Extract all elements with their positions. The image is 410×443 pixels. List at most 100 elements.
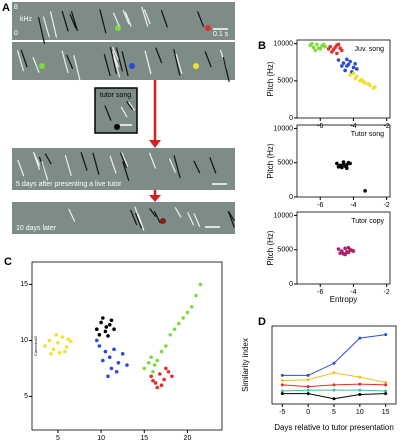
marker bbox=[384, 333, 388, 337]
point bbox=[155, 358, 160, 363]
point bbox=[343, 246, 347, 251]
point bbox=[151, 369, 155, 374]
point bbox=[56, 340, 60, 345]
syllable bbox=[66, 54, 74, 70]
syllable bbox=[128, 101, 136, 111]
point bbox=[341, 61, 346, 65]
plot-frame bbox=[271, 325, 397, 405]
point bbox=[366, 82, 371, 86]
point bbox=[336, 58, 341, 62]
syllable bbox=[227, 210, 235, 222]
point bbox=[351, 65, 356, 70]
syllable bbox=[112, 12, 120, 27]
syllable bbox=[121, 51, 129, 76]
x-tick-label: -4 bbox=[350, 123, 356, 130]
syllable bbox=[61, 50, 69, 74]
point bbox=[94, 327, 99, 332]
chart-title: Tutor song bbox=[351, 131, 384, 138]
syllable bbox=[134, 212, 143, 229]
chart-title: Juv. song bbox=[355, 46, 385, 53]
point bbox=[338, 251, 342, 255]
point bbox=[99, 320, 103, 325]
point bbox=[142, 366, 147, 371]
point bbox=[146, 361, 151, 365]
point bbox=[125, 363, 129, 367]
point bbox=[177, 321, 181, 326]
y-axis-label: Pitch (Hz) bbox=[266, 61, 275, 96]
point bbox=[109, 366, 114, 371]
panel-label: D bbox=[258, 316, 266, 328]
point bbox=[149, 355, 153, 360]
dot bbox=[115, 25, 121, 31]
syllable bbox=[173, 155, 181, 179]
point bbox=[152, 363, 157, 367]
marker bbox=[332, 361, 336, 365]
dot bbox=[39, 63, 45, 69]
y-axis-label: Canonical2 bbox=[33, 335, 38, 356]
spectrogram bbox=[12, 2, 235, 40]
point bbox=[348, 73, 352, 77]
syllable bbox=[134, 206, 142, 225]
arrow-head bbox=[149, 140, 161, 148]
tutor-label: tutor song bbox=[100, 92, 131, 99]
point bbox=[336, 165, 341, 169]
point bbox=[189, 305, 194, 309]
point bbox=[69, 339, 73, 344]
point bbox=[172, 327, 177, 332]
point bbox=[335, 161, 339, 166]
syllable bbox=[61, 10, 69, 32]
marker bbox=[384, 380, 388, 384]
dot bbox=[129, 63, 135, 69]
marker bbox=[280, 392, 284, 396]
x-tick-label: 5 bbox=[56, 435, 60, 442]
spectrogram bbox=[12, 202, 235, 234]
syllable bbox=[115, 47, 123, 72]
y-axis-label: Similarity index bbox=[241, 338, 250, 392]
syllable bbox=[222, 56, 230, 83]
syllable bbox=[32, 56, 40, 73]
point bbox=[346, 62, 351, 67]
syllable bbox=[143, 9, 151, 25]
marker bbox=[280, 383, 284, 387]
syllable bbox=[160, 10, 168, 28]
y-tick-label: 5 bbox=[24, 393, 28, 400]
syllable bbox=[111, 46, 119, 61]
plot-frame bbox=[296, 124, 391, 198]
point bbox=[97, 333, 102, 337]
arrow-head bbox=[149, 195, 161, 202]
syllable bbox=[73, 55, 81, 81]
syllable bbox=[99, 9, 107, 34]
point bbox=[346, 160, 351, 165]
point bbox=[94, 338, 99, 343]
y-tick-label: 10000 bbox=[274, 125, 294, 132]
point bbox=[107, 355, 112, 360]
point bbox=[326, 47, 331, 51]
syllable bbox=[121, 152, 129, 167]
syllable bbox=[41, 161, 49, 181]
point bbox=[159, 383, 164, 388]
syllable bbox=[122, 161, 130, 181]
point bbox=[63, 349, 67, 354]
syllable bbox=[80, 152, 88, 171]
marker bbox=[332, 383, 336, 387]
plot-frame bbox=[296, 39, 391, 119]
y-tick-label: 0 bbox=[289, 194, 293, 201]
y-tick-label: 0 bbox=[289, 115, 293, 122]
point bbox=[340, 48, 344, 53]
point bbox=[106, 334, 110, 338]
syllable bbox=[109, 155, 117, 174]
x-tick-label: 5 bbox=[332, 409, 336, 416]
caption: 10 days later bbox=[16, 225, 57, 232]
syllable bbox=[119, 152, 128, 168]
syllable bbox=[37, 17, 46, 44]
point bbox=[159, 349, 164, 354]
x-tick-label: 10 bbox=[97, 435, 105, 442]
point bbox=[354, 74, 359, 79]
point bbox=[60, 335, 65, 339]
point bbox=[49, 352, 53, 356]
point bbox=[340, 64, 344, 68]
syllable bbox=[92, 152, 100, 175]
syllable bbox=[16, 50, 25, 72]
freq-label: 0 bbox=[14, 30, 18, 37]
dot bbox=[114, 124, 120, 130]
